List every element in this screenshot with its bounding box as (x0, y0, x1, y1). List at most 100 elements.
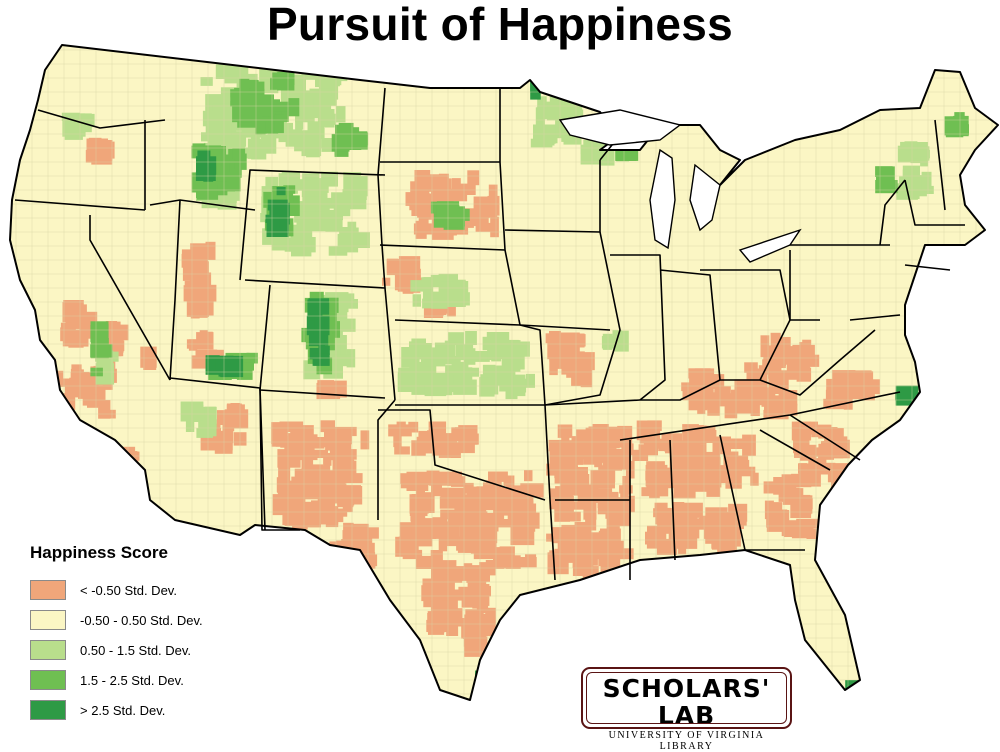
county-cell (440, 281, 454, 304)
county-cell (400, 475, 425, 489)
county-cell (60, 378, 78, 387)
county-cell (510, 526, 535, 546)
lake-huron (689, 163, 721, 232)
county-cell (438, 531, 448, 552)
county-cell (279, 107, 289, 122)
county-cell (45, 399, 61, 415)
county-cell (799, 367, 811, 380)
county-cell (388, 426, 411, 436)
county-cell (497, 519, 522, 528)
county-cell (202, 110, 219, 127)
county-cell (181, 407, 204, 421)
county-cell (573, 501, 594, 510)
county-cell (493, 505, 505, 527)
county-cell (260, 134, 277, 154)
county-cell (583, 444, 599, 465)
county-cell (818, 448, 827, 466)
county-cell (649, 477, 660, 499)
county-cell (430, 274, 443, 288)
county-cell (585, 511, 597, 531)
county-cell (602, 461, 616, 483)
county-cell (447, 516, 457, 526)
county-cell (688, 368, 711, 379)
county-cell (773, 477, 792, 495)
county-cell (690, 425, 705, 439)
county-cell (560, 466, 578, 487)
county-cell (68, 304, 87, 314)
county-cell (796, 518, 818, 529)
legend: Happiness Score < -0.50 Std. Dev. -0.50 … (30, 543, 260, 725)
county-cell (387, 260, 397, 273)
county-cell (290, 224, 313, 242)
county-cell (49, 396, 67, 410)
county-cell (512, 344, 525, 357)
county-cell (421, 277, 431, 291)
county-cell (326, 564, 350, 578)
county-cell (455, 344, 474, 361)
county-cell (919, 146, 930, 161)
county-cell (288, 98, 300, 117)
county-cell (319, 101, 331, 118)
county-cell (744, 362, 758, 373)
county-cell (467, 502, 478, 517)
county-cell (337, 470, 350, 479)
county-cell (247, 138, 256, 159)
county-cell (316, 198, 331, 207)
county-cell (791, 421, 812, 441)
county-cell (523, 512, 540, 529)
county-cell (401, 347, 411, 368)
legend-swatch (30, 700, 66, 720)
county-cell (335, 106, 346, 123)
county-cell (394, 446, 410, 455)
county-cell (475, 222, 495, 232)
county-cell (505, 486, 515, 498)
county-cell (403, 540, 416, 550)
county-cell (337, 493, 354, 508)
county-cell (415, 220, 427, 239)
county-cell (446, 618, 459, 636)
county-cell (190, 305, 200, 319)
county-cell (505, 389, 518, 400)
county-cell (567, 537, 585, 560)
county-cell (335, 560, 357, 580)
county-cell (416, 436, 441, 454)
legend-title: Happiness Score (30, 543, 168, 562)
county-cell (331, 192, 352, 205)
county-cell (440, 490, 452, 501)
county-cell (325, 432, 346, 451)
lake-erie (738, 228, 802, 263)
county-cell (307, 554, 317, 566)
county-cell (585, 427, 594, 448)
county-cell (276, 238, 292, 249)
county-cell (598, 552, 616, 567)
county-cell (317, 112, 331, 127)
county-cell (333, 426, 357, 437)
county-cell (224, 74, 242, 84)
county-cell (410, 532, 433, 547)
county-cell (436, 525, 448, 539)
county-cell (473, 543, 493, 560)
county-cell (340, 555, 349, 572)
county-cell (416, 485, 425, 497)
county-cell (470, 585, 479, 598)
county-cell (440, 509, 462, 520)
county-cell (422, 298, 440, 309)
county-cell (272, 101, 295, 112)
county-cell (336, 303, 347, 318)
county-cell (339, 449, 357, 460)
county-cell (293, 129, 302, 140)
county-cell (457, 208, 470, 221)
county-cell (348, 565, 372, 575)
county-cell (425, 587, 447, 600)
county-cell (780, 390, 798, 406)
county-cell (799, 444, 817, 461)
county-cell (570, 363, 590, 377)
county-cell (535, 107, 545, 128)
county-cell (266, 113, 276, 132)
county-cell (439, 574, 463, 583)
logo-main-text: SCHOLARS' LAB (602, 674, 771, 730)
county-cell (687, 475, 698, 485)
county-cell (485, 607, 496, 629)
county-cell (419, 431, 438, 440)
county-cell (441, 433, 462, 442)
